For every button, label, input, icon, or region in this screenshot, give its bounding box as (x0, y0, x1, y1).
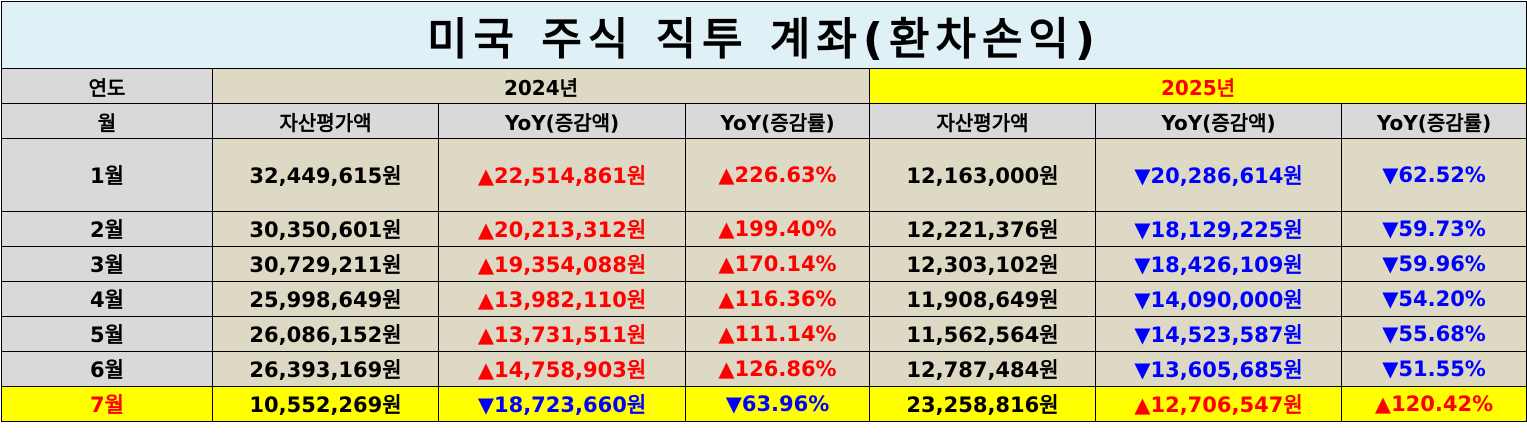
asset-2024-cell: 26,393,169원 (212, 351, 439, 387)
month-cell: 3월 (1, 246, 213, 282)
table-row: 3월 30,729,211원 ▲19,354,088원 ▲170.14% 12,303,… (1, 246, 1527, 282)
yoy-rate-2025-cell: ▲120.42% (1340, 386, 1527, 422)
yoy-amount-header-2024: YoY(증감액) (438, 103, 686, 139)
yoy-amount-2024-cell: ▲13,982,110원 (438, 281, 686, 317)
yoy-rate-2025-cell: ▼59.96% (1340, 246, 1527, 282)
asset-2024-cell: 30,350,601원 (212, 211, 439, 247)
month-cell: 7월 (1, 386, 213, 422)
yoy-rate-2024-cell: ▲226.63% (685, 138, 870, 212)
asset-2024-cell: 26,086,152원 (212, 316, 439, 352)
month-cell: 6월 (1, 351, 213, 387)
yoy-rate-2024-cell: ▲170.14% (685, 246, 870, 282)
table-row: 6월 26,393,169원 ▲14,758,903원 ▲126.86% 12,787,… (1, 351, 1527, 387)
yoy-rate-2024-cell: ▲126.86% (685, 351, 870, 387)
yoy-rate-2025-cell: ▼54.20% (1340, 281, 1527, 317)
year-2025-header: 2025년 (868, 68, 1527, 104)
month-cell: 4월 (1, 281, 213, 317)
yoy-amount-header-2025: YoY(증감액) (1095, 103, 1342, 139)
yoy-amount-2024-cell: ▲13,731,511원 (438, 316, 686, 352)
yoy-amount-2025-cell: ▼18,426,109원 (1095, 246, 1342, 282)
asset-2024-cell: 32,449,615원 (212, 138, 439, 212)
yoy-rate-2025-cell: ▼59.73% (1340, 211, 1527, 247)
asset-2025-cell: 12,303,102원 (869, 246, 1096, 282)
yoy-rate-2024-cell: ▲199.40% (685, 211, 870, 247)
yoy-amount-2025-cell: ▼18,129,225원 (1095, 211, 1342, 247)
yoy-rate-2025-cell: ▼51.55% (1340, 351, 1527, 387)
yoy-amount-2024-cell: ▲19,354,088원 (438, 246, 686, 282)
yoy-amount-2025-cell: ▼13,605,685원 (1095, 351, 1342, 387)
yoy-rate-2025-cell: ▼55.68% (1340, 316, 1527, 352)
table-row: 1월 32,449,615원 ▲22,514,861원 ▲226.63% 12,163,… (1, 138, 1527, 212)
page-title: 미국 주식 직투 계좌(환차손익) (0, 1, 1527, 69)
asset-2025-cell: 12,163,000원 (869, 138, 1096, 212)
table-row: 5월 26,086,152원 ▲13,731,511원 ▲111.14% 11,562,… (1, 316, 1527, 352)
table-row: 2월 30,350,601원 ▲20,213,312원 ▲199.40% 12,221,… (1, 211, 1527, 247)
year-header: 연도 (1, 68, 213, 104)
asset-2024-cell: 10,552,269원 (212, 386, 439, 422)
asset-2025-cell: 12,221,376원 (869, 211, 1096, 247)
asset-2024-cell: 30,729,211원 (212, 246, 439, 282)
asset-2025-cell: 11,908,649원 (869, 281, 1096, 317)
month-cell: 2월 (1, 211, 213, 247)
account-table: 미국 주식 직투 계좌(환차손익) 연도 2024년 2025년 월 자산평가액… (0, 1, 1527, 422)
yoy-amount-2025-cell: ▼20,286,614원 (1095, 138, 1342, 212)
asset-2024-cell: 25,998,649원 (212, 281, 439, 317)
table-row: 4월 25,998,649원 ▲13,982,110원 ▲116.36% 11,908,… (1, 281, 1527, 317)
yoy-amount-2024-cell: ▲22,514,861원 (438, 138, 686, 212)
yoy-amount-2024-cell: ▲20,213,312원 (438, 211, 686, 247)
asset-2025-cell: 23,258,816원 (869, 386, 1096, 422)
yoy-rate-header-2025: YoY(증감률) (1340, 103, 1527, 139)
asset-header-2024: 자산평가액 (212, 103, 439, 139)
month-cell: 5월 (1, 316, 213, 352)
table-row: 7월 10,552,269원 ▼18,723,660원 ▼63.96% 23,258,8… (1, 386, 1527, 422)
yoy-rate-2024-cell: ▲116.36% (685, 281, 870, 317)
year-2024-header: 2024년 (212, 68, 870, 104)
asset-2025-cell: 11,562,564원 (869, 316, 1096, 352)
yoy-rate-2024-cell: ▲111.14% (685, 316, 870, 352)
yoy-amount-2025-cell: ▼14,523,587원 (1095, 316, 1342, 352)
yoy-amount-2024-cell: ▼18,723,660원 (438, 386, 686, 422)
month-header: 월 (1, 103, 213, 139)
yoy-rate-header-2024: YoY(증감률) (685, 103, 870, 139)
yoy-amount-2025-cell: ▲12,706,547원 (1095, 386, 1342, 422)
yoy-amount-2025-cell: ▼14,090,000원 (1095, 281, 1342, 317)
yoy-amount-2024-cell: ▲14,758,903원 (438, 351, 686, 387)
yoy-rate-2024-cell: ▼63.96% (685, 386, 870, 422)
asset-2025-cell: 12,787,484원 (869, 351, 1096, 387)
month-cell: 1월 (1, 138, 213, 212)
asset-header-2025: 자산평가액 (869, 103, 1096, 139)
yoy-rate-2025-cell: ▼62.52% (1340, 138, 1527, 212)
